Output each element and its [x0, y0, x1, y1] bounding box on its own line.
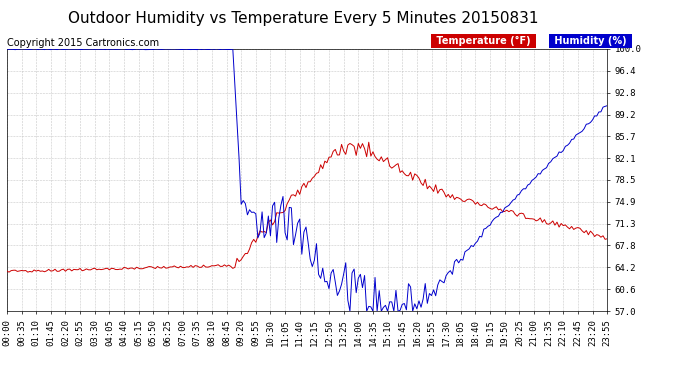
Text: Humidity (%): Humidity (%) [551, 36, 629, 46]
Text: Copyright 2015 Cartronics.com: Copyright 2015 Cartronics.com [7, 38, 159, 48]
Text: Outdoor Humidity vs Temperature Every 5 Minutes 20150831: Outdoor Humidity vs Temperature Every 5 … [68, 11, 539, 26]
Text: Temperature (°F): Temperature (°F) [433, 36, 534, 46]
